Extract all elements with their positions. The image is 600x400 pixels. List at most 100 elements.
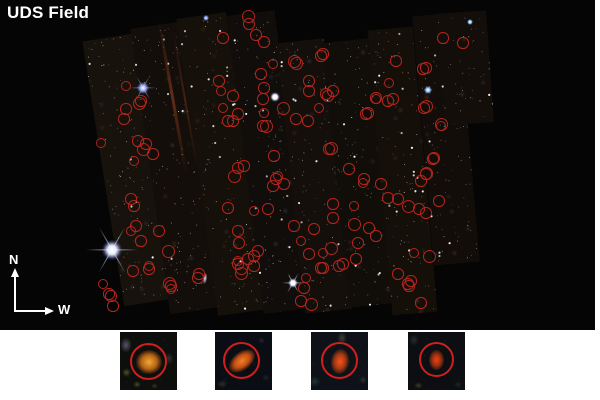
detection-circle [317, 262, 329, 274]
detection-circle [262, 203, 274, 215]
detection-circle [227, 90, 239, 102]
faint-neighbor-blob [413, 382, 423, 390]
detection-circle [318, 248, 328, 258]
detection-circle [103, 288, 115, 300]
faint-neighbor-blob [122, 368, 132, 378]
faint-neighbor-blob [133, 380, 142, 388]
detection-circle [107, 300, 119, 312]
cutout-stamp-4 [408, 332, 465, 390]
cutout-marker-circle [418, 341, 454, 377]
diffraction-star [203, 15, 209, 21]
diffraction-star [423, 85, 433, 95]
star-core [102, 240, 122, 260]
detection-circle [323, 143, 335, 155]
detection-circle [360, 108, 372, 120]
cutout-noise-layer [215, 332, 216, 333]
faint-neighbor-blob [337, 332, 348, 345]
detection-circle [349, 201, 359, 211]
faint-galaxy-layer [412, 16, 413, 17]
detection-circle [126, 226, 136, 236]
detection-circle [303, 85, 315, 97]
detection-circle [135, 95, 147, 107]
detection-circle [433, 195, 445, 207]
detection-circle [165, 280, 177, 292]
detection-circle [302, 115, 314, 127]
detection-circle [127, 265, 139, 277]
detection-circle [322, 90, 334, 102]
detection-circle [213, 75, 225, 87]
detection-circle [352, 237, 364, 249]
detection-circle [144, 261, 154, 271]
star-core [424, 86, 432, 94]
faint-neighbor-blob [311, 376, 321, 388]
diffraction-star [86, 224, 138, 276]
detection-circle [287, 54, 301, 68]
detection-circle [129, 156, 139, 166]
detection-circle [308, 223, 320, 235]
field-title: UDS Field [7, 3, 90, 22]
detection-circle [314, 103, 324, 113]
cutout-marker-circle [320, 342, 358, 379]
star-core [137, 82, 149, 94]
compass-west-arrowhead-icon [45, 306, 54, 315]
compass-west-label: W [58, 302, 71, 317]
detection-circle [418, 102, 430, 114]
detection-circle [193, 268, 205, 280]
detection-circle [249, 206, 259, 216]
detection-circle [259, 108, 269, 118]
detection-circle [457, 37, 469, 49]
detection-circle [227, 115, 239, 127]
detection-circle [153, 225, 165, 237]
faint-galaxy-layer [130, 29, 131, 30]
detection-circle [317, 48, 329, 60]
faint-neighbor-blob [164, 352, 175, 366]
detection-circle [427, 153, 439, 165]
detection-circle [259, 119, 273, 133]
cutout-stamp-2 [215, 332, 272, 390]
detection-circle [252, 245, 264, 257]
detection-circle [392, 268, 404, 280]
detection-circle [327, 212, 339, 224]
detection-circle [303, 248, 315, 260]
detection-circle [409, 248, 419, 258]
detection-circle [161, 244, 175, 258]
diffraction-star [130, 75, 156, 101]
cutout-marker-circle [223, 342, 261, 379]
faint-neighbor-blob [454, 380, 463, 388]
faint-galaxy-layer [82, 41, 83, 42]
cutout-stamp-1 [120, 332, 177, 390]
detection-circle [222, 202, 234, 214]
detection-circle [434, 117, 448, 131]
detection-circle [96, 138, 106, 148]
faint-galaxy-layer [277, 43, 278, 44]
compass-vertical-shaft [14, 276, 16, 312]
detection-circle [390, 55, 402, 67]
detection-circle [422, 249, 436, 263]
cutout-noise-layer [311, 332, 312, 333]
detection-circle [227, 169, 241, 183]
diffraction-star [270, 92, 280, 102]
faint-neighbor-blob [408, 334, 419, 347]
detection-circle [98, 279, 108, 289]
detection-circle [268, 59, 278, 69]
detection-circle [437, 32, 449, 44]
detection-circle [420, 168, 432, 180]
compass-horizontal-shaft [14, 310, 45, 312]
detection-circle [296, 236, 306, 246]
detection-circle [382, 95, 394, 107]
diffraction-star [467, 19, 473, 25]
detection-circle [333, 260, 345, 272]
detection-circle [121, 81, 131, 91]
faint-neighbor-blob [258, 336, 266, 344]
detection-circle [243, 18, 255, 30]
detection-circle [375, 178, 387, 190]
compass-north-arrowhead-icon [10, 268, 19, 277]
detection-circle [258, 36, 270, 48]
detection-circle [248, 260, 260, 272]
detection-circle [255, 68, 267, 80]
diffraction-star [282, 272, 304, 294]
detection-circle [232, 225, 244, 237]
detection-circle [268, 150, 280, 162]
detection-circle [128, 200, 140, 212]
detection-circle [257, 93, 269, 105]
